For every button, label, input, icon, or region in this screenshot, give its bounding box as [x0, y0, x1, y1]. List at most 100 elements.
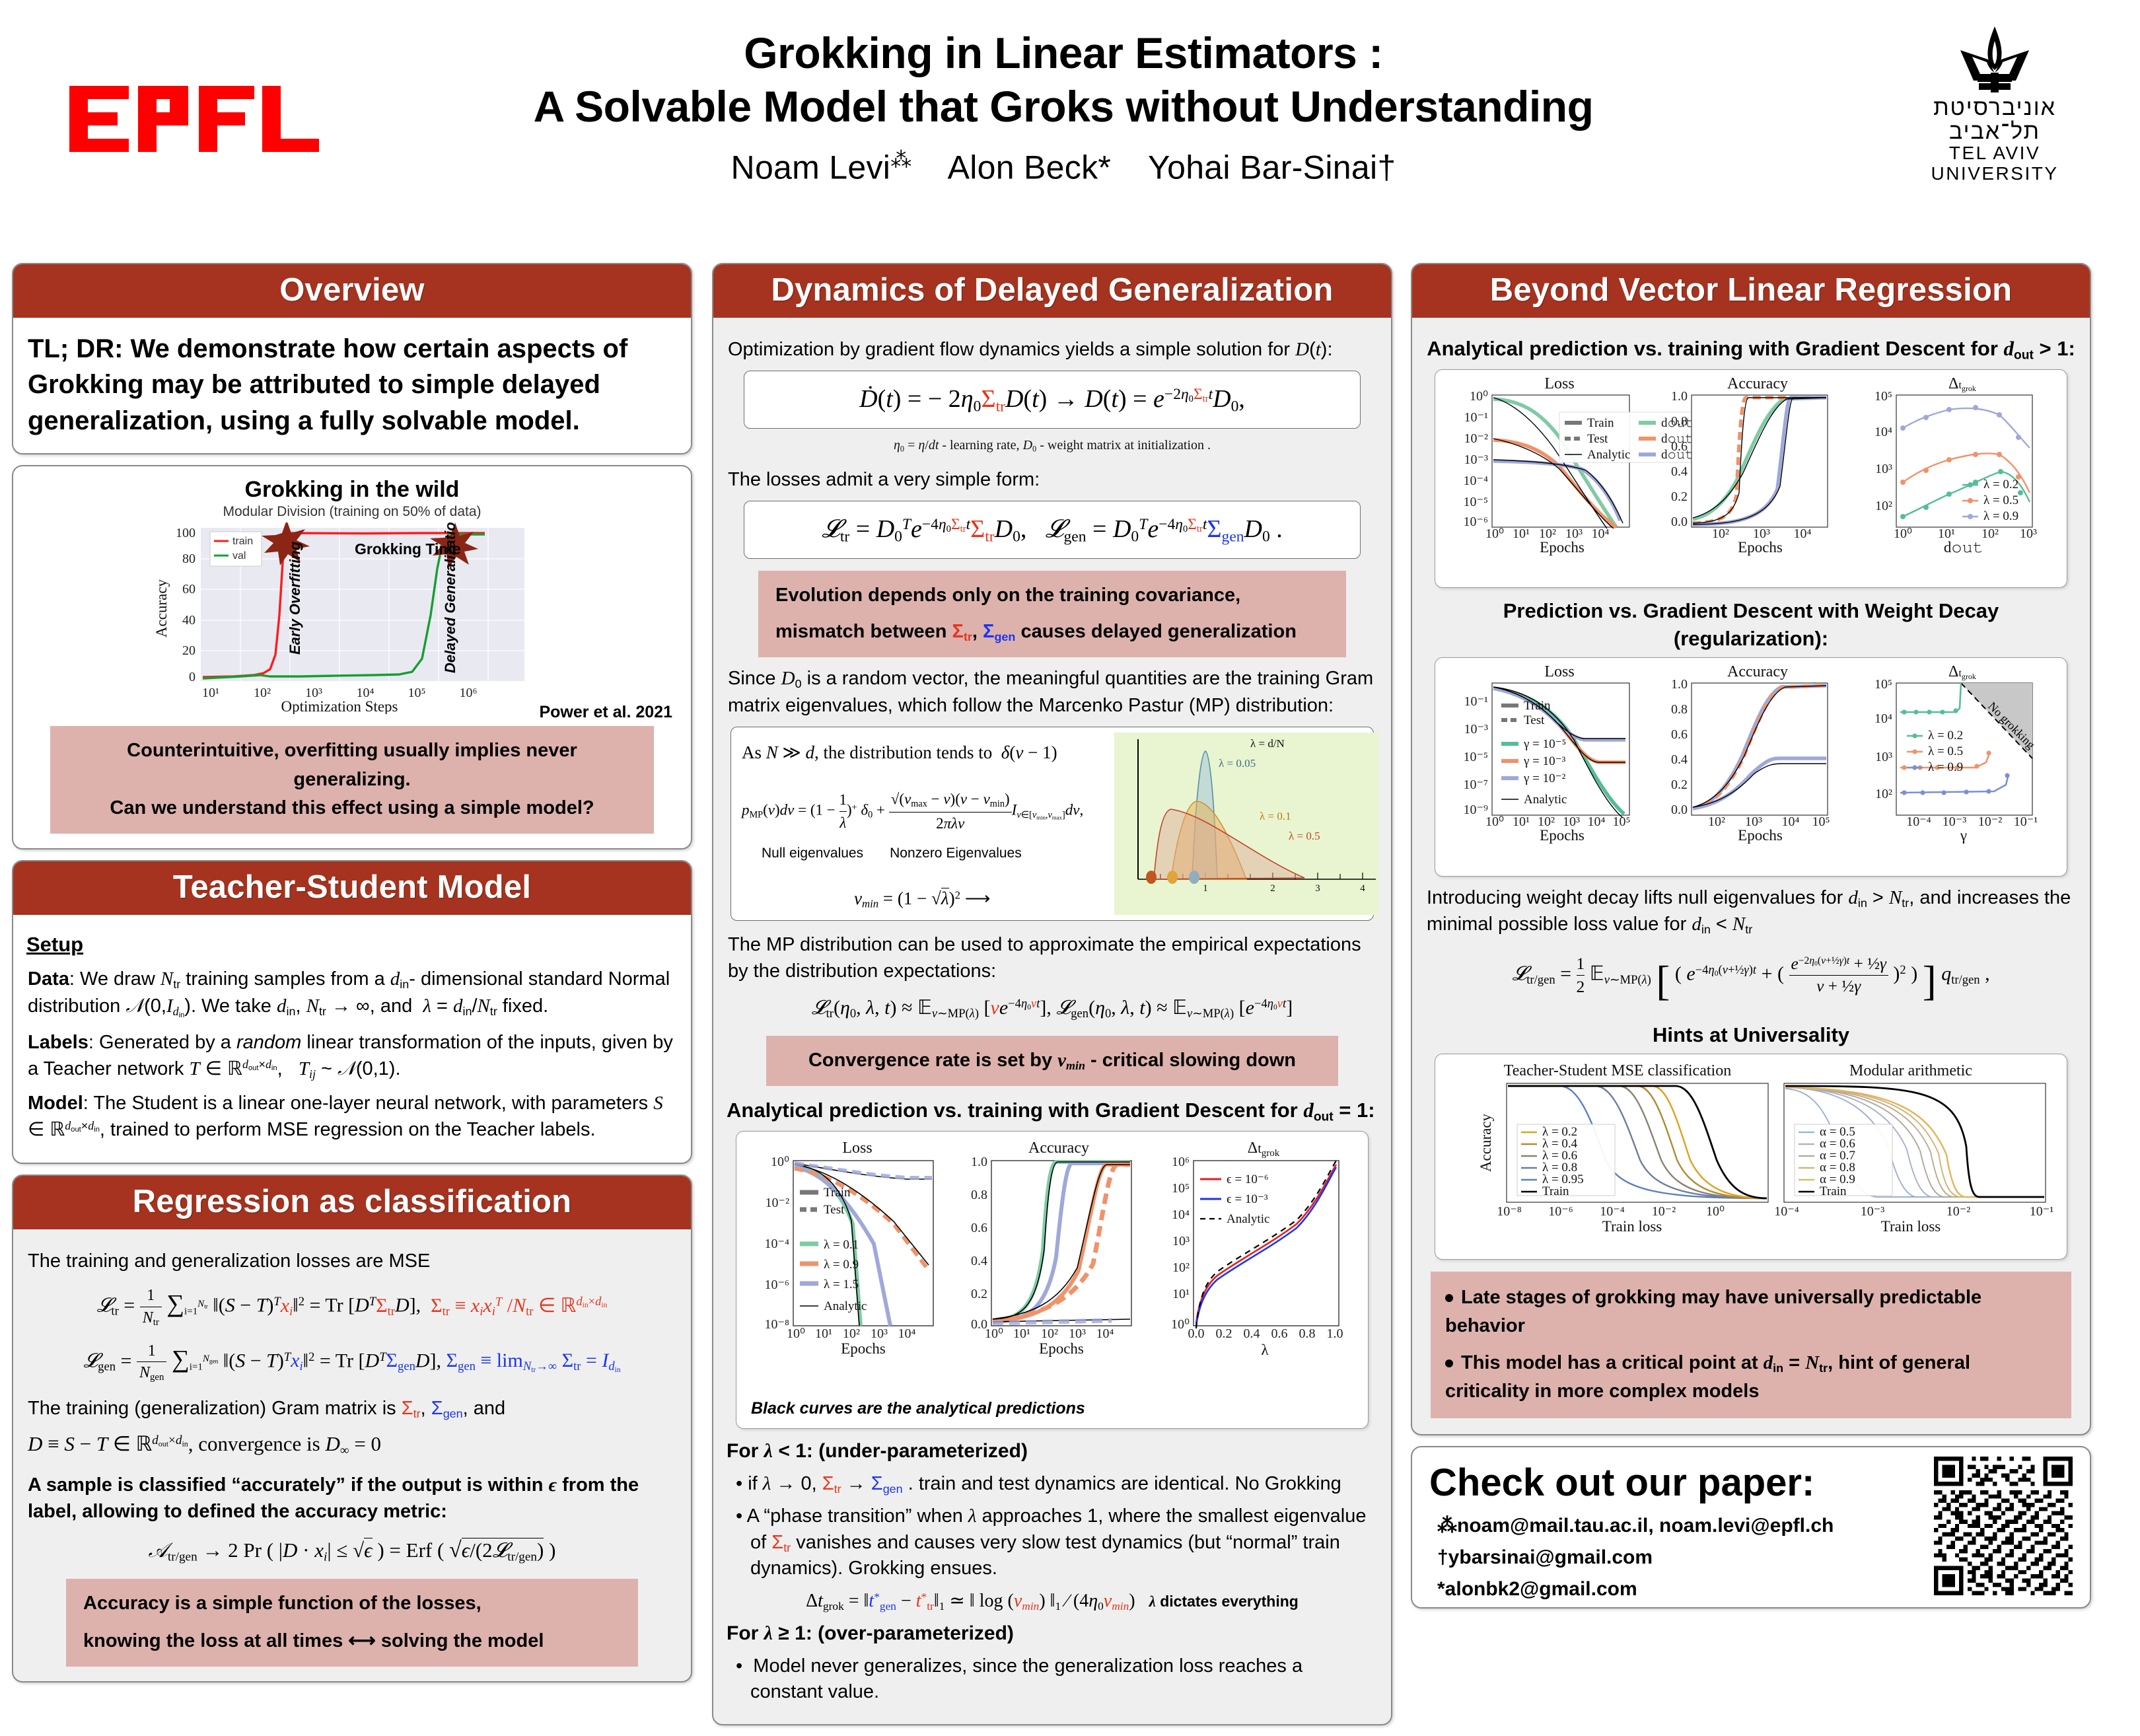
model-paragraph: Model: The Student is a linear one-layer… — [28, 1093, 663, 1141]
svg-text:10⁴: 10⁴ — [1172, 1208, 1190, 1222]
svg-text:10²: 10² — [1041, 1326, 1058, 1341]
email-noam[interactable]: ⁂noam@mail.tau.ac.il, noam.levi@epfl.ch — [1437, 1514, 1834, 1537]
overview-heading: Overview — [13, 264, 691, 318]
chart-group-weight-decay: Loss 10⁻¹ 10⁻³ 10⁻⁵ 10⁻⁷ 10⁻⁹ 10⁰ 10¹ 10² 10³… — [1463, 663, 2038, 844]
eq-loss-gen: 𝓛gen = 1 Ngen ∑i=1Ngen ‖(S − T)Txi‖2 = T… — [26, 1340, 678, 1385]
svg-text:10⁰: 10⁰ — [1706, 1204, 1725, 1219]
case-over-title: For λ ≥ 1: (over-parameterized) — [727, 1622, 1014, 1644]
svg-text:0.8: 0.8 — [971, 1188, 987, 1202]
svg-text:10⁴: 10⁴ — [357, 686, 374, 700]
svg-text:Accuracy: Accuracy — [1028, 1139, 1089, 1157]
mp-intro: Since D0 is a random vector, the meaning… — [728, 667, 1374, 716]
svg-text:Epochs: Epochs — [1540, 539, 1585, 556]
svg-text:80: 80 — [182, 552, 196, 566]
svg-text:10⁻¹: 10⁻¹ — [1464, 410, 1488, 425]
eq-gradient-flow: Ḋ(t) = − 2η0ΣtrD(t) → D(t) = e−2η0ΣtrtD0… — [859, 385, 1245, 416]
bullet-icon — [1445, 1293, 1453, 1302]
svg-text:0: 0 — [189, 670, 196, 684]
conclusion-bullet-1: Late stages of grokking may have univers… — [1445, 1286, 1982, 1337]
qr-code[interactable] — [1934, 1456, 2073, 1595]
svg-text:d𝚘𝚞𝚝: d𝚘𝚞𝚝 — [1944, 539, 1983, 556]
svg-text:val: val — [232, 550, 246, 561]
svg-text:0.6: 0.6 — [1271, 1326, 1288, 1341]
mp-legend-1: λ = 0.05 — [1219, 757, 1256, 770]
section-beyond: Beyond Vector Linear Regression Analytic… — [1411, 263, 2091, 1435]
svg-text:10²: 10² — [1875, 499, 1892, 513]
svg-text:Accuracy: Accuracy — [1727, 665, 1788, 680]
model-label: Model — [28, 1093, 83, 1114]
section-overview: Overview TL; DR: We demonstrate how cert… — [12, 263, 692, 455]
svg-text:Accuracy: Accuracy — [1727, 377, 1788, 392]
title-block: Grokking in Linear Estimators : A Solvab… — [423, 26, 1704, 187]
svg-text:0.2: 0.2 — [1671, 489, 1688, 504]
svg-text:10⁰: 10⁰ — [1485, 526, 1504, 541]
svg-text:γ = 10⁻²: γ = 10⁻² — [1523, 772, 1566, 785]
svg-text:10⁴: 10⁴ — [1096, 1326, 1114, 1341]
dynamics-highlight-1-line1: Evolution depends only on the training c… — [775, 584, 1241, 606]
svg-text:Analytic: Analytic — [1587, 448, 1630, 462]
teacher-student-heading: Teacher-Student Model — [13, 861, 691, 915]
svg-text:10⁻¹: 10⁻¹ — [2014, 814, 2038, 829]
mp-lambda-dn: λ = d/N — [1250, 737, 1285, 750]
overview-tldr: TL; DR: We demonstrate how certain aspec… — [28, 334, 628, 435]
email-alon[interactable]: *alonbk2@gmail.com — [1437, 1577, 1637, 1600]
svg-text:0.0: 0.0 — [1671, 515, 1688, 529]
beyond-conclusions: Late stages of grokking may have univers… — [1431, 1271, 2071, 1418]
svg-text:0.4: 0.4 — [1244, 1326, 1260, 1341]
svg-text:40: 40 — [182, 613, 196, 628]
losses-intro: The losses admit a very simple form: — [728, 469, 1040, 491]
column-middle: Dynamics of Delayed Generalization Optim… — [712, 263, 1392, 1736]
eq-expectations: 𝓛tr(η0, λ, t) ≈ 𝔼ν∼MP(λ) [νe−4η0νt], 𝓛ge… — [811, 997, 1293, 1021]
svg-text:10⁻¹: 10⁻¹ — [2030, 1204, 2054, 1219]
svg-text:0.8: 0.8 — [1299, 1326, 1316, 1341]
case-over-bullet-1: • Model never generalizes, since the gen… — [736, 1655, 1303, 1703]
svg-text:10³: 10³ — [1563, 814, 1580, 829]
svg-text:10⁰: 10⁰ — [1894, 526, 1912, 541]
svg-text:Analytic: Analytic — [1227, 1212, 1269, 1226]
fig-mp-distribution: As N ≫ d, the distribution tends to δ(ν … — [731, 726, 1378, 922]
grokking-wild-subtitle: Modular Division (training on 50% of dat… — [223, 504, 482, 520]
svg-text:Epochs: Epochs — [841, 1340, 886, 1357]
fig-universality: Teacher-Student MSE classification Accur… — [1435, 1054, 2067, 1260]
svg-text:10⁻²: 10⁻² — [1652, 1204, 1676, 1219]
svg-text:λ = 0.5: λ = 0.5 — [1928, 744, 1963, 758]
check-paper-title: Check out our paper: — [1429, 1461, 1815, 1504]
setup-label: Setup — [26, 932, 84, 956]
svg-text:λ = 0.2: λ = 0.2 — [1983, 478, 2018, 491]
svg-text:10⁴: 10⁴ — [898, 1326, 916, 1341]
accuracy-paragraph: A sample is classified “accurately” if t… — [28, 1474, 639, 1522]
overview-highlight-line1: Counterintuitive, overfitting usually im… — [127, 740, 577, 790]
svg-text:10⁻⁵: 10⁻⁵ — [1463, 495, 1488, 509]
svg-text:4: 4 — [1360, 883, 1365, 894]
svg-text:Epochs: Epochs — [1039, 1340, 1084, 1357]
gram-paragraph: The training (generalization) Gram matri… — [28, 1397, 506, 1420]
svg-text:10⁵: 10⁵ — [1874, 389, 1892, 404]
section-paper: Check out our paper: ⁂noam@mail.tau.ac.i… — [1411, 1445, 2091, 1609]
svg-text:10⁰: 10⁰ — [1470, 389, 1488, 404]
eq-gradient-flow-note: η0 = η/dt - learning rate, D0 - weight m… — [893, 437, 1211, 454]
svg-text:100: 100 — [176, 526, 196, 540]
chart-group-dout-gt1: Loss 10⁰ 10⁻¹ 10⁻² 10⁻³ 10⁻⁴ 10⁻⁵ 10⁻⁶ 10⁰ 10¹… — [1463, 375, 2037, 556]
svg-text:λ = 0.2: λ = 0.2 — [1542, 1125, 1577, 1139]
svg-text:10²: 10² — [1708, 814, 1725, 829]
tau-hebrew-text: אוניברסיטת תל־אביב — [1933, 95, 2056, 144]
svg-text:10⁻²: 10⁻² — [1464, 431, 1488, 446]
svg-text:10⁵: 10⁵ — [1874, 677, 1892, 692]
epfl-logo — [69, 86, 320, 152]
svg-text:1: 1 — [1203, 883, 1208, 894]
svg-text:10⁻³: 10⁻³ — [1861, 1204, 1885, 1219]
regression-highlight-line1: Accuracy is a simple function of the los… — [83, 1592, 482, 1614]
email-yohai[interactable]: †ybarsinai@gmail.com — [1437, 1546, 1653, 1568]
eq-loss-train: 𝓛tr = 1 Ntr ∑i=1Ntr ‖(S − T)Txi‖2 = Tr [… — [26, 1285, 678, 1329]
svg-text:10¹: 10¹ — [1013, 1326, 1030, 1341]
svg-text:γ = 10⁻³: γ = 10⁻³ — [1523, 754, 1566, 768]
chart-legend: train val — [209, 531, 262, 567]
svg-text:3: 3 — [1315, 883, 1320, 894]
svg-text:0.0: 0.0 — [1188, 1326, 1205, 1341]
grokking-wild-credit: Power et al. 2021 — [539, 703, 672, 722]
conclusion-bullet-2: This model has a critical point at din =… — [1445, 1352, 1971, 1402]
svg-text:Analytic: Analytic — [1524, 793, 1567, 807]
svg-text:Test: Test — [1524, 713, 1545, 727]
svg-text:0.2: 0.2 — [1216, 1326, 1232, 1341]
svg-text:0.0: 0.0 — [971, 1317, 987, 1332]
